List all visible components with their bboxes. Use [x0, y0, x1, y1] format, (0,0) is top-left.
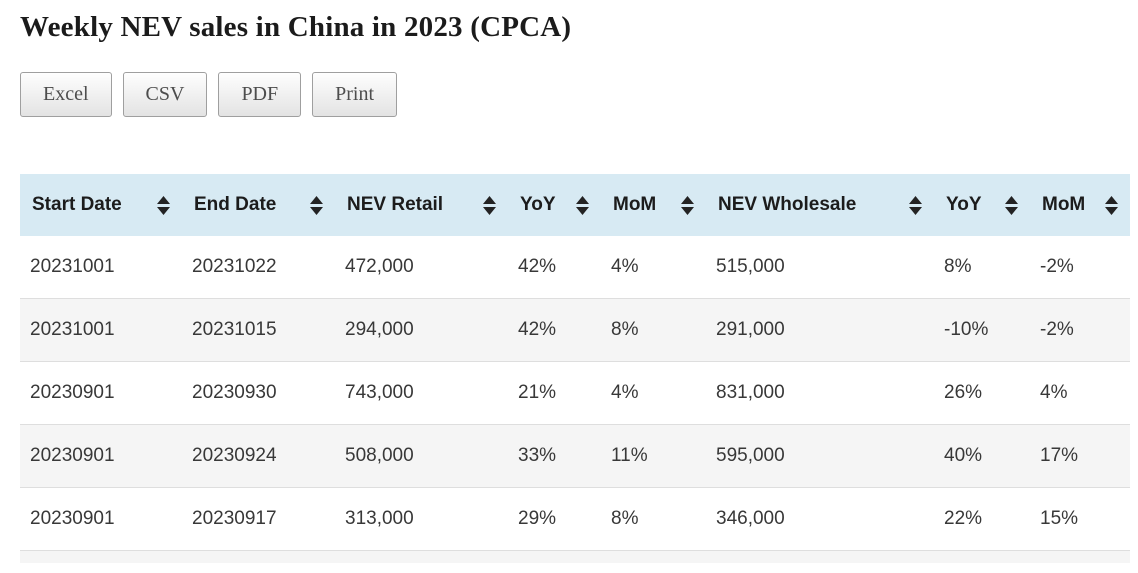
table-cell: -2%: [1030, 298, 1130, 362]
table-row-4: 20230901 20230924 508,000 33% 11% 595,000 40% 1…: [20, 424, 1130, 488]
table-cell: 291,000: [706, 298, 934, 362]
table-cell: 11%: [601, 424, 706, 488]
nev-sales-table: Start Date End Date NEV Retail YoY MoM NEV Wh…: [20, 174, 1130, 563]
table-cell: 20230901: [20, 487, 182, 551]
table-cell: 4%: [601, 236, 706, 299]
table-cell: 595,000: [706, 424, 934, 488]
column-header-label: YoY: [520, 194, 556, 215]
table-cell: 20230924: [182, 424, 335, 488]
table-cell: 515,000: [706, 236, 934, 299]
column-header-inner: YoY: [520, 194, 589, 216]
column-header-label: YoY: [946, 194, 982, 215]
sort-icon: [1105, 195, 1118, 215]
column-header-label: NEV Retail: [347, 194, 444, 215]
table-cell-partial: [20, 550, 1130, 563]
sort-icon: [310, 195, 323, 215]
table-cell: 42%: [508, 298, 601, 362]
table-row-3: 20230901 20230930 743,000 21% 4% 831,000 26% 4%: [20, 361, 1130, 425]
column-header-yoy-6[interactable]: YoY: [934, 174, 1030, 236]
table-cell: 20231022: [182, 236, 335, 299]
table-cell: 20230917: [182, 487, 335, 551]
table-cell: 15%: [1030, 487, 1130, 551]
column-header-label: MoM: [1042, 194, 1086, 215]
export-pdf-button[interactable]: PDF: [218, 72, 302, 117]
column-header-inner: NEV Wholesale: [718, 194, 922, 216]
table-cell: 508,000: [335, 424, 508, 488]
column-header-inner: MoM: [613, 194, 694, 216]
column-header-nev-retail-2[interactable]: NEV Retail: [335, 174, 508, 236]
table-cell: 20231001: [20, 236, 182, 299]
column-header-inner: YoY: [946, 194, 1018, 216]
table-cell: 20230901: [20, 424, 182, 488]
sort-icon: [576, 195, 589, 215]
table-cell: 346,000: [706, 487, 934, 551]
table-cell: 294,000: [335, 298, 508, 362]
column-header-label: MoM: [613, 194, 657, 215]
column-header-inner: End Date: [194, 194, 323, 216]
table-cell: 20230901: [20, 361, 182, 425]
table-cell: 8%: [601, 487, 706, 551]
column-header-inner: MoM: [1042, 194, 1118, 216]
table-cell: 743,000: [335, 361, 508, 425]
table-cell: 831,000: [706, 361, 934, 425]
column-header-label: Start Date: [32, 194, 122, 215]
page-title: Weekly NEV sales in China in 2023 (CPCA): [20, 11, 572, 43]
table-cell: 4%: [601, 361, 706, 425]
table-cell: 8%: [934, 236, 1030, 299]
table-cell: 29%: [508, 487, 601, 551]
export-csv-button[interactable]: CSV: [122, 72, 208, 117]
table-row-5: 20230901 20230917 313,000 29% 8% 346,000 22% 15…: [20, 487, 1130, 551]
column-header-nev-wholesale-5[interactable]: NEV Wholesale: [706, 174, 934, 236]
table-cell: 33%: [508, 424, 601, 488]
page: Weekly NEV sales in China in 2023 (CPCA)…: [0, 10, 1138, 563]
table-row-partial: [20, 550, 1130, 563]
column-header-label: NEV Wholesale: [718, 194, 857, 215]
sort-icon: [1005, 195, 1018, 215]
column-header-inner: NEV Retail: [347, 194, 496, 216]
table-cell: 26%: [934, 361, 1030, 425]
column-header-inner: Start Date: [32, 194, 170, 216]
table-cell: 22%: [934, 487, 1030, 551]
sort-icon: [909, 195, 922, 215]
table-cell: 20230930: [182, 361, 335, 425]
table-cell: 4%: [1030, 361, 1130, 425]
table-cell: 20231001: [20, 298, 182, 362]
table-cell: 313,000: [335, 487, 508, 551]
export-toolbar: Excel CSV PDF Print: [20, 72, 1130, 117]
table-row-2: 20231001 20231015 294,000 42% 8% 291,000 -10% -…: [20, 298, 1130, 362]
table-cell: 8%: [601, 298, 706, 362]
column-header-mom-7[interactable]: MoM: [1030, 174, 1130, 236]
sort-icon: [681, 195, 694, 215]
export-print-button[interactable]: Print: [312, 72, 398, 117]
table-cell: 20231015: [182, 298, 335, 362]
sort-icon: [483, 195, 496, 215]
table-cell: 21%: [508, 361, 601, 425]
table-cell: 472,000: [335, 236, 508, 299]
column-header-mom-4[interactable]: MoM: [601, 174, 706, 236]
table-cell: 42%: [508, 236, 601, 299]
table-cell: 17%: [1030, 424, 1130, 488]
table-cell: -10%: [934, 298, 1030, 362]
column-header-yoy-3[interactable]: YoY: [508, 174, 601, 236]
table-row-1: 20231001 20231022 472,000 42% 4% 515,000 8% -2%: [20, 236, 1130, 299]
column-header-label: End Date: [194, 194, 277, 215]
sort-icon: [157, 195, 170, 215]
table-header-row: Start Date End Date NEV Retail YoY MoM NEV Wh…: [20, 174, 1130, 236]
column-header-end-date-1[interactable]: End Date: [182, 174, 335, 236]
export-excel-button[interactable]: Excel: [20, 72, 112, 117]
table-cell: 40%: [934, 424, 1030, 488]
column-header-start-date-0[interactable]: Start Date: [20, 174, 182, 236]
table-cell: -2%: [1030, 236, 1130, 299]
